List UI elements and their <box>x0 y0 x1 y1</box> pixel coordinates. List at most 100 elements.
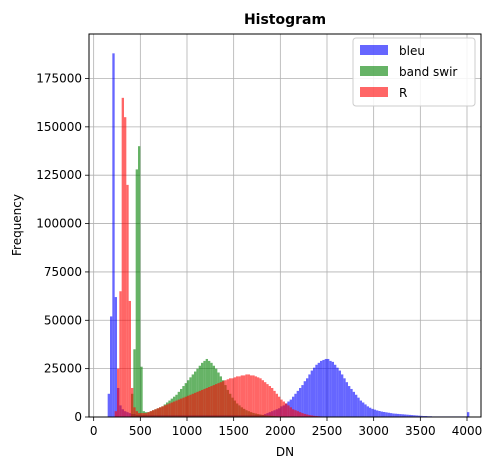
histogram-bar <box>259 378 262 417</box>
histogram-bar <box>140 413 143 417</box>
histogram-bar <box>161 406 164 417</box>
legend-label: R <box>399 86 407 100</box>
histogram-bar <box>338 370 341 417</box>
histogram-bar <box>415 415 418 417</box>
histogram-bar <box>154 409 157 417</box>
histogram-bar <box>250 375 253 417</box>
histogram-bar <box>114 297 117 417</box>
histogram-bar <box>390 413 393 417</box>
histogram-bar <box>124 117 127 418</box>
histogram-bar <box>401 414 404 417</box>
histogram-bar <box>292 409 295 417</box>
histogram-bar <box>369 407 372 417</box>
histogram-bar <box>285 403 288 417</box>
plot-area-frame <box>88 33 482 418</box>
histogram-bar <box>264 382 267 417</box>
x-tick-label: 3000 <box>358 424 389 438</box>
histogram-bars <box>107 53 470 418</box>
y-tick-label: 0 <box>74 410 82 424</box>
histogram-bar <box>296 411 299 417</box>
histogram-bar <box>378 411 381 417</box>
histogram-bar <box>268 386 271 417</box>
x-tick-label: 1500 <box>218 424 249 438</box>
histogram-bar <box>187 395 190 417</box>
histogram-bar <box>282 401 285 417</box>
y-axis-ticks: 0 25000 50000 75000 100000 125000 150000 175000 <box>36 71 89 424</box>
histogram-bar <box>306 378 309 417</box>
histogram-bar <box>191 393 194 417</box>
histogram-bar <box>182 397 185 417</box>
histogram-bar <box>327 358 330 417</box>
legend-swatch <box>360 87 388 97</box>
histogram-bar <box>394 413 397 417</box>
histogram-bar <box>261 380 264 417</box>
histogram-bar <box>289 407 292 417</box>
histogram-bar <box>189 394 192 417</box>
histogram-bar <box>404 414 407 417</box>
histogram-bar <box>266 384 269 417</box>
histogram-bar <box>245 374 248 417</box>
histogram-bar <box>215 384 218 417</box>
histogram-bar <box>317 362 320 417</box>
histogram-bar <box>219 382 222 417</box>
y-tick-label: 100000 <box>36 217 82 231</box>
histogram-bar <box>128 300 131 417</box>
histogram-bar <box>275 393 278 417</box>
histogram-bar <box>301 413 304 417</box>
x-tick-label: 2000 <box>265 424 296 438</box>
histogram-bar <box>231 378 234 417</box>
histogram-bar <box>292 396 295 417</box>
histogram-bar <box>217 383 220 417</box>
histogram-bar <box>373 409 376 417</box>
histogram-bar <box>355 394 358 417</box>
histogram-bar <box>301 385 304 417</box>
histogram-bar <box>322 359 325 417</box>
histogram-bar <box>117 368 120 417</box>
histogram-bar <box>411 415 414 417</box>
histogram-bar <box>126 184 129 417</box>
histogram-bar <box>345 382 348 417</box>
histogram-bar <box>180 398 183 417</box>
histogram-bar <box>112 53 115 417</box>
histogram-bar <box>350 388 353 417</box>
histogram-bar <box>399 414 402 417</box>
legend-swatch <box>360 45 388 55</box>
histogram-bar <box>336 367 339 417</box>
histogram-bar <box>203 388 206 417</box>
histogram-bar <box>352 391 355 417</box>
histogram-bar <box>308 374 311 417</box>
histogram-bar <box>252 375 255 417</box>
y-tick-label: 150000 <box>36 120 82 134</box>
histogram-bar <box>166 404 169 417</box>
histogram-bar <box>140 366 143 417</box>
histogram-bar <box>280 399 283 417</box>
histogram-bar <box>184 396 187 417</box>
x-axis-label: DN <box>276 445 294 459</box>
histogram-bar <box>119 291 122 417</box>
histogram-bar <box>247 374 250 417</box>
histogram-bar <box>149 411 152 417</box>
histogram-bar <box>138 413 141 417</box>
y-tick-label: 50000 <box>44 313 82 327</box>
x-axis-ticks: 0 500 1000 1500 2000 2500 3000 3500 4000 <box>90 417 482 438</box>
histogram-bar <box>236 376 239 417</box>
histogram-bar <box>418 415 421 417</box>
y-tick-label: 125000 <box>36 168 82 182</box>
histogram-bar <box>308 415 311 417</box>
legend-label: bleu <box>399 44 425 58</box>
histogram-bar <box>306 414 309 417</box>
histogram-bar <box>329 360 332 417</box>
histogram-bar <box>229 378 232 417</box>
histogram-bar <box>233 377 236 417</box>
histogram-bar <box>212 385 215 417</box>
legend-label: band swir <box>399 65 457 79</box>
chart-legend: bleu band swir R <box>352 37 476 107</box>
x-tick-label: 500 <box>129 424 152 438</box>
histogram-bar <box>397 413 400 417</box>
histogram-bar <box>196 391 199 417</box>
histogram-bar <box>147 412 150 417</box>
histogram-bar <box>313 367 316 417</box>
histogram-bar <box>385 412 388 417</box>
histogram-bar <box>296 390 299 417</box>
